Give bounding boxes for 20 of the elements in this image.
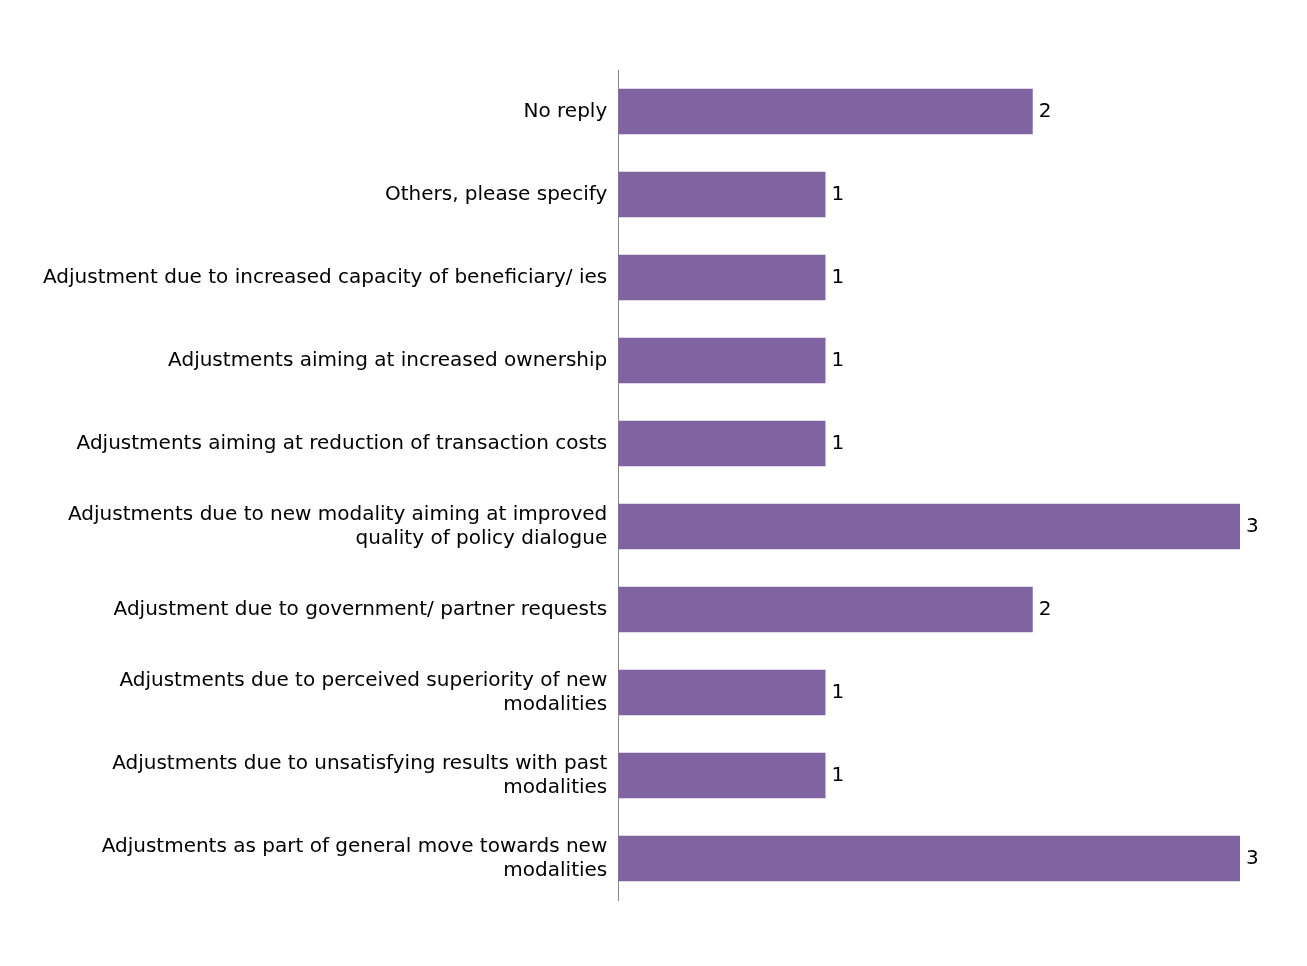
data-label: 1 <box>831 761 845 786</box>
y-tick-label: Adjustments as part of general move towards new modalities <box>101 832 608 881</box>
y-tick-label: No reply <box>523 97 608 122</box>
data-label: 2 <box>1038 595 1052 620</box>
data-label: 3 <box>1246 512 1259 537</box>
y-tick-label: Adjustment due to increased capacity of beneficiary/ ies <box>43 263 608 288</box>
data-label: 1 <box>831 346 845 371</box>
data-label: 1 <box>831 429 845 454</box>
y-tick-label: Adjustments due to perceived superiority of new modalities <box>119 666 608 715</box>
y-tick-label: Adjustment due to government/ partner requests <box>113 595 608 620</box>
data-label: 2 <box>1038 97 1052 122</box>
y-tick-label: Adjustments due to unsatisfying results with past modalities <box>112 749 608 798</box>
y-tick-label: Adjustments aiming at reduction of transaction costs <box>76 429 608 454</box>
data-label: 1 <box>831 180 845 205</box>
data-label: 3 <box>1246 844 1259 869</box>
data-label: 1 <box>831 263 845 288</box>
y-tick-label: Adjustments aiming at increased ownership <box>168 346 608 371</box>
data-label: 1 <box>831 678 845 703</box>
y-tick-label: Others, please specify <box>384 180 608 205</box>
y-tick-label: Adjustments due to new modality aiming at improved quality of policy dialogue <box>68 500 608 549</box>
